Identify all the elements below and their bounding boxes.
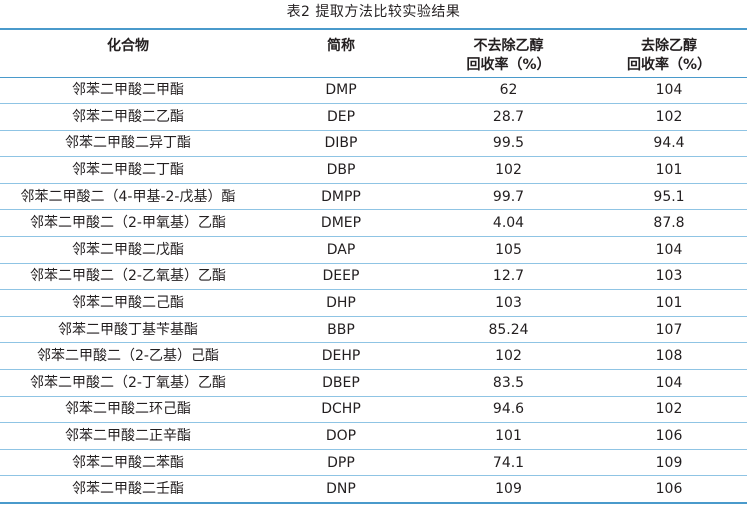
cell-compound: 邻苯二甲酸二（2-丁氧基）乙酯 [0, 369, 256, 397]
cell-recovery-no-removal: 102 [426, 156, 591, 184]
cell-recovery-no-removal: 99.5 [426, 130, 591, 158]
cell-compound: 邻苯二甲酸二（2-甲氧基）乙酯 [0, 209, 256, 238]
cell-recovery-removal: 95.1 [591, 183, 747, 211]
table-row: 邻苯二甲酸二己酯 DHP 103 101 [0, 289, 747, 317]
cell-abbr: BBP [256, 316, 426, 344]
cell-compound: 邻苯二甲酸二环己酯 [0, 396, 256, 424]
table-row: 邻苯二甲酸二（2-乙氧基）乙酯 DEEP 12.7 103 [0, 263, 747, 291]
cell-recovery-removal: 101 [591, 156, 747, 184]
cell-recovery-removal: 103 [591, 263, 747, 291]
table-row: 邻苯二甲酸二正辛酯 DOP 101 106 [0, 422, 747, 450]
table-row: 邻苯二甲酸二壬酯 DNP 109 106 [0, 475, 747, 504]
cell-abbr: DPP [256, 449, 426, 477]
header-with-ethanol-recovery: 去除乙醇 回收率（%） [591, 28, 747, 78]
cell-recovery-removal: 87.8 [591, 209, 747, 238]
header-with-ethanol-line1: 去除乙醇 [641, 38, 697, 54]
cell-recovery-no-removal: 103 [426, 289, 591, 317]
table-row: 邻苯二甲酸二（2-乙基）己酯 DEHP 102 108 [0, 342, 747, 371]
cell-compound: 邻苯二甲酸二苯酯 [0, 449, 256, 477]
cell-abbr: DEHP [256, 342, 426, 371]
cell-recovery-removal: 104 [591, 369, 747, 397]
cell-recovery-removal: 102 [591, 103, 747, 131]
header-no-ethanol-line1: 不去除乙醇 [473, 38, 544, 54]
header-row: 化合物 简称 不去除乙醇 回收率（%） 去除乙醇 回收率（%） [0, 28, 747, 78]
cell-recovery-removal: 109 [591, 449, 747, 477]
cell-compound: 邻苯二甲酸二甲酯 [0, 77, 256, 105]
cell-recovery-no-removal: 74.1 [426, 449, 591, 477]
cell-recovery-no-removal: 105 [426, 236, 591, 264]
table-row: 邻苯二甲酸二乙酯 DEP 28.7 102 [0, 103, 747, 131]
cell-recovery-no-removal: 101 [426, 422, 591, 450]
cell-recovery-no-removal: 62 [426, 77, 591, 105]
cell-recovery-removal: 106 [591, 475, 747, 504]
cell-compound: 邻苯二甲酸二壬酯 [0, 475, 256, 504]
cell-recovery-no-removal: 4.04 [426, 209, 591, 238]
recovery-table: 化合物 简称 不去除乙醇 回收率（%） 去除乙醇 回收率（%） 邻苯二甲酸二甲酯… [0, 28, 747, 504]
cell-abbr: DMP [256, 77, 426, 105]
cell-compound: 邻苯二甲酸二戊酯 [0, 236, 256, 264]
cell-recovery-no-removal: 102 [426, 342, 591, 371]
table-row: 邻苯二甲酸二（2-甲氧基）乙酯 DMEP 4.04 87.8 [0, 209, 747, 238]
cell-recovery-removal: 108 [591, 342, 747, 371]
cell-abbr: DIBP [256, 130, 426, 158]
table-row: 邻苯二甲酸二戊酯 DAP 105 104 [0, 236, 747, 264]
cell-recovery-removal: 104 [591, 236, 747, 264]
cell-abbr: DNP [256, 475, 426, 504]
cell-abbr: DEP [256, 103, 426, 131]
header-abbr: 简称 [256, 28, 426, 78]
cell-abbr: DBEP [256, 369, 426, 397]
header-no-ethanol-line2: 回收率（%） [466, 57, 551, 73]
cell-abbr: DCHP [256, 396, 426, 424]
header-with-ethanol-line2: 回收率（%） [626, 57, 712, 73]
cell-compound: 邻苯二甲酸二（2-乙基）己酯 [0, 342, 256, 371]
cell-compound: 邻苯二甲酸二乙酯 [0, 103, 256, 131]
cell-recovery-removal: 101 [591, 289, 747, 317]
cell-abbr: DEEP [256, 263, 426, 291]
cell-compound: 邻苯二甲酸二异丁酯 [0, 130, 256, 158]
cell-abbr: DMEP [256, 209, 426, 238]
cell-recovery-removal: 106 [591, 422, 747, 450]
cell-recovery-no-removal: 99.7 [426, 183, 591, 211]
cell-recovery-removal: 102 [591, 396, 747, 424]
table-header: 化合物 简称 不去除乙醇 回收率（%） 去除乙醇 回收率（%） [0, 28, 747, 78]
table-row: 邻苯二甲酸丁基苄基酯 BBP 85.24 107 [0, 316, 747, 344]
cell-recovery-no-removal: 85.24 [426, 316, 591, 344]
cell-compound: 邻苯二甲酸二正辛酯 [0, 422, 256, 450]
cell-abbr: DHP [256, 289, 426, 317]
cell-recovery-no-removal: 12.7 [426, 263, 591, 291]
cell-compound: 邻苯二甲酸二（4-甲基-2-戊基）酯 [0, 183, 256, 211]
cell-recovery-no-removal: 94.6 [426, 396, 591, 424]
table-row: 邻苯二甲酸二环己酯 DCHP 94.6 102 [0, 396, 747, 424]
cell-abbr: DAP [256, 236, 426, 264]
cell-recovery-no-removal: 109 [426, 475, 591, 504]
table-row: 邻苯二甲酸二异丁酯 DIBP 99.5 94.4 [0, 130, 747, 158]
cell-compound: 邻苯二甲酸丁基苄基酯 [0, 316, 256, 344]
table-row: 邻苯二甲酸二甲酯 DMP 62 104 [0, 77, 747, 105]
cell-recovery-no-removal: 28.7 [426, 103, 591, 131]
header-compound: 化合物 [0, 28, 256, 78]
cell-compound: 邻苯二甲酸二己酯 [0, 289, 256, 317]
table-caption: 表2 提取方法比较实验结果 [286, 4, 461, 20]
cell-abbr: DMPP [256, 183, 426, 211]
cell-recovery-removal: 107 [591, 316, 747, 344]
cell-recovery-no-removal: 83.5 [426, 369, 591, 397]
header-no-ethanol-recovery: 不去除乙醇 回收率（%） [426, 28, 591, 78]
cell-recovery-removal: 94.4 [591, 130, 747, 158]
table-body: 邻苯二甲酸二甲酯 DMP 62 104 邻苯二甲酸二乙酯 DEP 28.7 102 邻苯二甲酸二… [0, 77, 747, 504]
cell-recovery-removal: 104 [591, 77, 747, 105]
cell-compound: 邻苯二甲酸二（2-乙氧基）乙酯 [0, 263, 256, 291]
cell-abbr: DBP [256, 156, 426, 184]
table-row: 邻苯二甲酸二（2-丁氧基）乙酯 DBEP 83.5 104 [0, 369, 747, 397]
cell-compound: 邻苯二甲酸二丁酯 [0, 156, 256, 184]
cell-abbr: DOP [256, 422, 426, 450]
table-row: 邻苯二甲酸二苯酯 DPP 74.1 109 [0, 449, 747, 477]
table-row: 邻苯二甲酸二丁酯 DBP 102 101 [0, 156, 747, 184]
table-row: 邻苯二甲酸二（4-甲基-2-戊基）酯 DMPP 99.7 95.1 [0, 183, 747, 211]
